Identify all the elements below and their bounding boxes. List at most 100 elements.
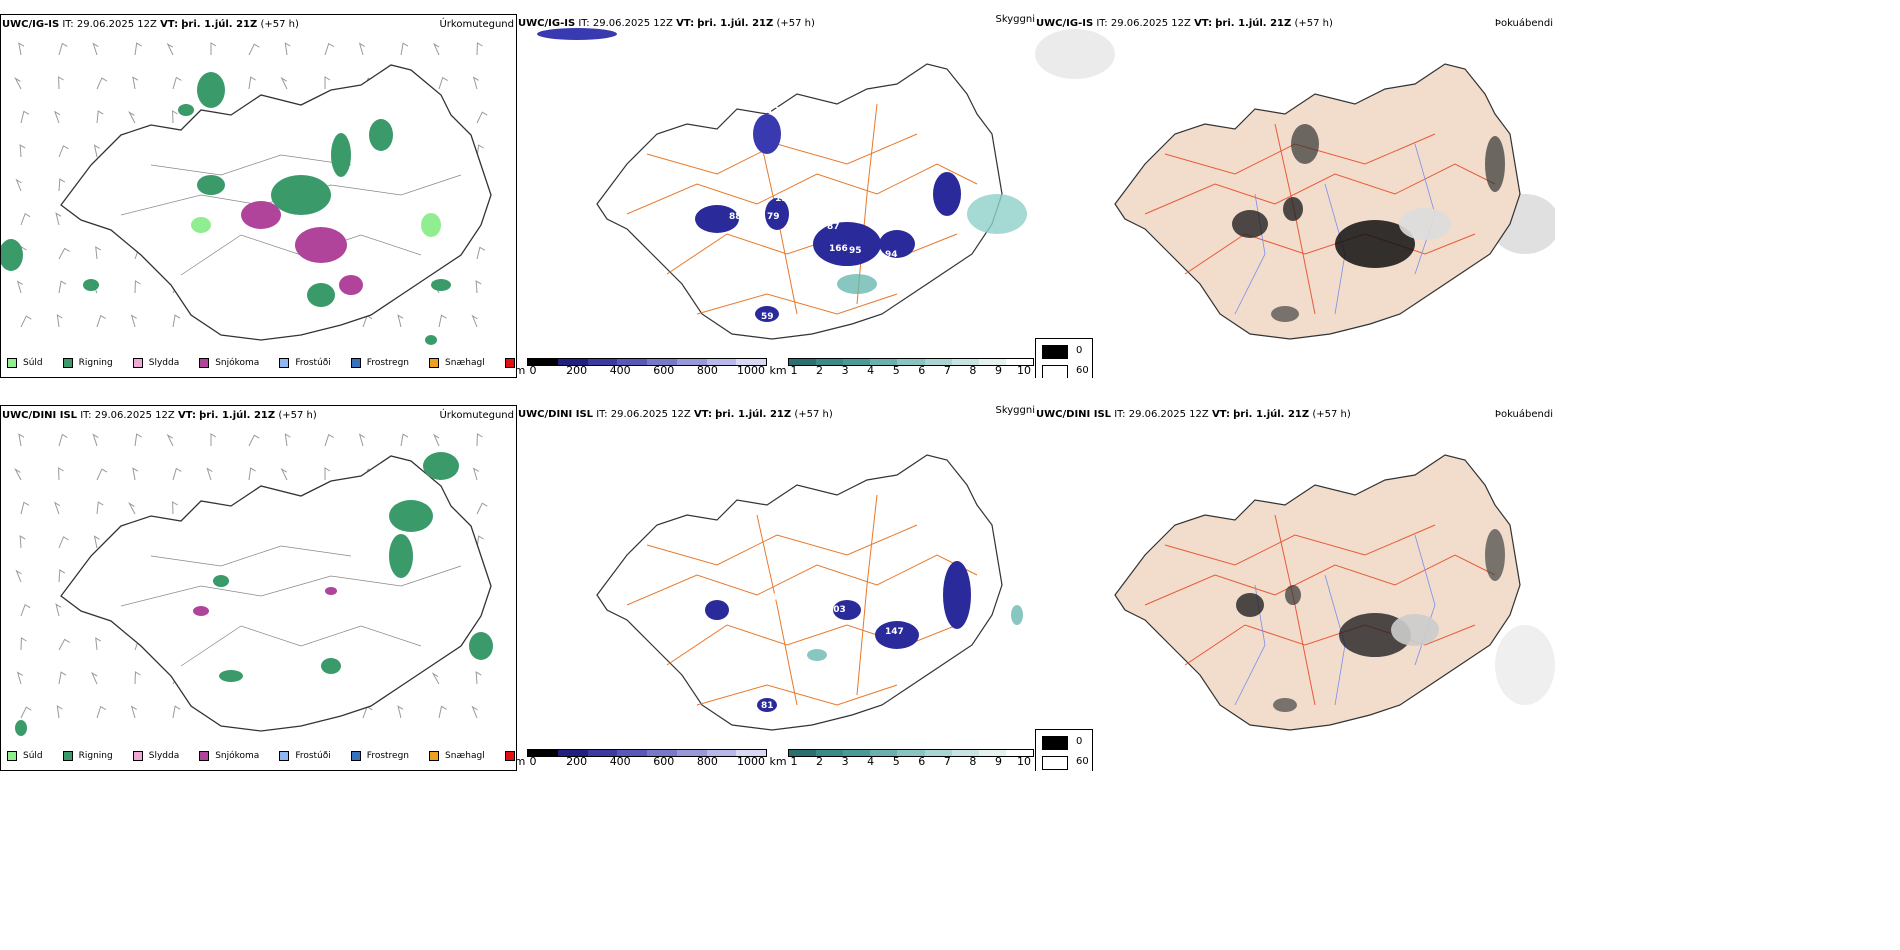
legend-swatch xyxy=(429,358,440,368)
precip-patches xyxy=(1,72,451,345)
precip-panel-top: UWC/IG-IS IT: 29.06.2025 12Z VT: þri. 1.… xyxy=(0,14,517,378)
cloud-number: 95 xyxy=(849,246,862,256)
fog-legend: 0 60 xyxy=(1035,729,1093,771)
colorbar-tick: 10 xyxy=(1017,364,1031,377)
cloud-panel-top: UWC/IG-IS IT: 29.06.2025 12Z VT: þri. 1.… xyxy=(517,14,1035,378)
legend-label: Rigning xyxy=(78,751,113,761)
colorbar-tick: 600 xyxy=(653,755,675,768)
legend-swatch xyxy=(132,751,143,761)
colorbar-tick: 7 xyxy=(943,755,951,768)
cloud-number: 147 xyxy=(885,627,904,637)
cloud-number: 40 xyxy=(909,615,922,625)
panel-label: Úrkomutegund xyxy=(439,410,514,421)
visibility-colorbar: km 1 2 3 4 5 6 7 8 9 10 xyxy=(769,749,1034,769)
cloud-number: 105 xyxy=(915,222,934,232)
fog-patches xyxy=(1236,529,1505,712)
legend-swatch xyxy=(132,358,143,368)
colorbar-tick: 400 xyxy=(609,755,631,768)
legend-item: Snjókoma xyxy=(199,358,259,368)
legend-item: Rigning xyxy=(62,358,113,368)
colorbar-tick: 200 xyxy=(566,755,588,768)
legend-label: Slydda xyxy=(148,358,180,368)
colorbar-tick: 4 xyxy=(867,364,875,377)
legend-item: Haglél xyxy=(504,751,516,761)
legend-swatch xyxy=(350,358,361,368)
legend-swatch xyxy=(199,358,210,368)
cloud-map xyxy=(537,28,1027,340)
colorbar-tick: 0 xyxy=(529,755,537,768)
cloud-panel-bottom: UWC/DINI ISL IT: 29.06.2025 12Z VT: þri.… xyxy=(517,405,1035,771)
legend-label: Frostúði xyxy=(295,358,331,368)
legend-item: Frostúði xyxy=(279,358,331,368)
cloud-number: 31 xyxy=(771,593,784,603)
legend-label: Rigning xyxy=(78,358,113,368)
precip-panel-bottom: UWC/DINI ISL IT: 29.06.2025 12Z VT: þri.… xyxy=(0,405,517,771)
legend-swatch xyxy=(429,751,440,761)
legend-item: Rigning xyxy=(62,751,113,761)
legend-item: Haglél xyxy=(504,358,516,368)
cloud-patches xyxy=(705,561,1023,712)
legend-item: Slydda xyxy=(132,751,179,761)
height-colorbar: m 0 200 400 600 800 1000 xyxy=(517,749,767,769)
colorbar-tick: 1 xyxy=(790,755,798,768)
legend-item: Snjókoma xyxy=(199,751,259,761)
colorbar-tick: 5 xyxy=(892,755,900,768)
panel-title: UWC/IG-IS IT: 29.06.2025 12Z VT: þri. 1.… xyxy=(1036,18,1333,29)
legend-swatch xyxy=(7,751,17,761)
panel-label: Skyggni xyxy=(995,14,1035,25)
panel-label: Þokuábendi xyxy=(1494,409,1553,420)
colorbar-tick: 7 xyxy=(943,364,951,377)
cloud-number: 94 xyxy=(885,250,898,260)
colorbar-tick: 5 xyxy=(892,364,900,377)
panel-label: Skyggni xyxy=(995,405,1035,416)
cloud-map xyxy=(596,454,1023,731)
precip-map xyxy=(1,42,492,345)
legend-label: Frostúði xyxy=(295,751,331,761)
colorbar-tick: 3 xyxy=(841,755,849,768)
colorbar-tick: 1000 xyxy=(737,755,765,768)
legend-item: Snæhagl xyxy=(429,751,485,761)
legend-item: Frostregn xyxy=(350,358,410,368)
legend-label: Frostregn xyxy=(366,358,410,368)
legend-item: Súld xyxy=(7,358,43,368)
cloud-number: 129 xyxy=(767,106,786,116)
colorbar-tick: 10 xyxy=(1017,755,1031,768)
legend-swatch xyxy=(504,751,515,761)
legend-label: Frostregn xyxy=(366,751,410,761)
precip-map xyxy=(14,433,493,736)
colorbar-tick: 6 xyxy=(918,755,926,768)
colorbar-tick: 800 xyxy=(696,364,718,377)
colorbar-tick: 600 xyxy=(653,364,675,377)
cloud-number: 138 xyxy=(775,194,794,204)
colorbar-tick: 4 xyxy=(867,755,875,768)
legend-label: Snæhagl xyxy=(445,751,485,761)
colorbar-tick: 0 xyxy=(529,364,537,377)
legend-label: Súld xyxy=(23,358,43,368)
colorbar-tick: 8 xyxy=(969,755,977,768)
legend-item: Súld xyxy=(7,751,43,761)
colorbar-tick: 9 xyxy=(994,364,1002,377)
panel-title: UWC/IG-IS IT: 29.06.2025 12Z VT: þri. 1.… xyxy=(518,18,815,29)
legend-swatch xyxy=(504,358,515,368)
cloud-patches xyxy=(537,28,1027,322)
colorbar-tick: 6 xyxy=(918,364,926,377)
precip-legend: Súld Rigning Slydda Snjókoma Frostúði Frostre… xyxy=(1,358,516,371)
height-colorbar: m 0 200 400 600 800 1000 xyxy=(517,358,767,378)
panel-label: Úrkomutegund xyxy=(439,19,514,30)
cloud-number: 203 xyxy=(827,605,846,615)
precip-legend: Súld Rigning Slydda Snjókoma Frostúði Frostre… xyxy=(1,751,516,764)
legend-label: Snæhagl xyxy=(445,358,485,368)
colorbar-tick: 400 xyxy=(609,364,631,377)
cloud-number: 81 xyxy=(761,701,774,711)
precip-patches xyxy=(15,452,493,736)
cloud-number: 166 xyxy=(829,244,848,254)
legend-swatch xyxy=(62,751,73,761)
colorbar-tick: 9 xyxy=(994,755,1002,768)
colorbar-tick: 3 xyxy=(841,364,849,377)
legend-label: Súld xyxy=(23,751,43,761)
fog-map xyxy=(1114,454,1555,731)
legend-swatch xyxy=(350,751,361,761)
cloud-number: 88 xyxy=(729,212,742,222)
colorbar-tick: 1 xyxy=(790,364,798,377)
panel-title: UWC/DINI ISL IT: 29.06.2025 12Z VT: þri.… xyxy=(1036,409,1351,420)
